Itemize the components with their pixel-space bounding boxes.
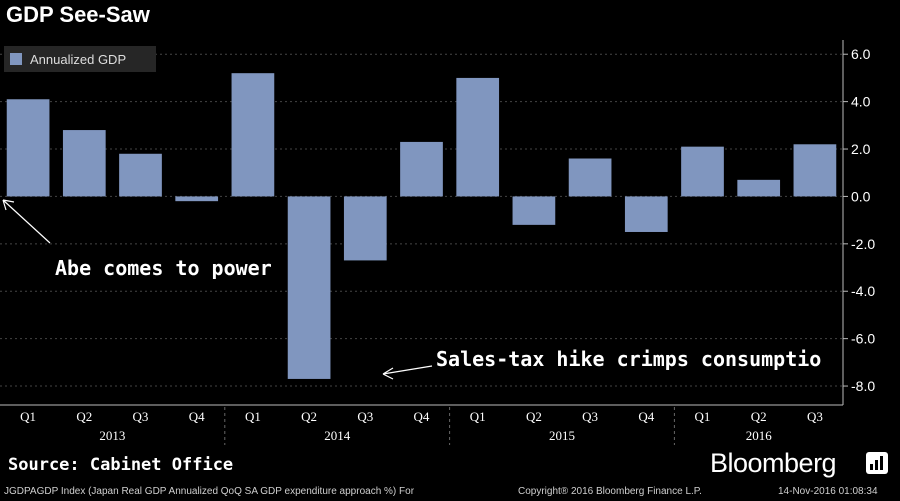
bar xyxy=(287,196,331,379)
x-axis: Q1 Q2 Q3 Q4 Q1 Q2 Q3 Q4 Q1 Q2 Q3 Q4 Q1 Q2 Q3 2013 2014 20… xyxy=(0,404,843,445)
footer-ticker: JGDPAGDP Index (Japan Real GDP Annualize… xyxy=(4,486,415,497)
bar xyxy=(175,196,219,202)
bar xyxy=(681,146,724,197)
source-note: Source: Cabinet Office xyxy=(8,455,234,475)
year-label: 2016 xyxy=(746,428,773,443)
chart-title: GDP See-Saw xyxy=(6,2,150,27)
bar xyxy=(400,141,443,197)
y-tick-label: 6.0 xyxy=(851,46,871,62)
tax-arrow xyxy=(382,365,433,380)
year-label: 2014 xyxy=(324,428,351,443)
chart-icon xyxy=(866,452,888,474)
y-tick-label: 0.0 xyxy=(851,188,871,204)
legend: Annualized GDP xyxy=(4,46,156,72)
y-tick-label: -8.0 xyxy=(851,378,875,394)
x-tick-label: Q1 xyxy=(470,409,486,424)
bar xyxy=(624,196,668,232)
legend-box xyxy=(4,46,156,72)
footer-timestamp: 14-Nov-2016 01:08:34 xyxy=(778,486,878,497)
y-axis: 6.0 4.0 2.0 0.0 -2.0 -4.0 -6.0 -8.0 xyxy=(842,40,875,405)
bar xyxy=(737,179,781,197)
bar xyxy=(231,73,275,197)
bar xyxy=(456,77,500,197)
y-tick-label: 4.0 xyxy=(851,94,871,110)
x-tick-label: Q4 xyxy=(414,409,430,424)
footer-copyright: Copyright® 2016 Bloomberg Finance L.P. xyxy=(518,486,702,497)
year-label: 2015 xyxy=(549,428,575,443)
x-tick-label: Q2 xyxy=(751,409,767,424)
legend-swatch xyxy=(10,53,22,65)
bar xyxy=(119,153,162,197)
x-tick-label: Q2 xyxy=(76,409,92,424)
tax-annotation: Sales-tax hike crimps consumptio xyxy=(436,347,821,371)
bar xyxy=(6,99,50,197)
grid-lines xyxy=(0,53,843,387)
x-tick-label: Q2 xyxy=(526,409,542,424)
x-tick-label: Q1 xyxy=(20,409,36,424)
bar xyxy=(343,196,387,261)
bar xyxy=(512,196,556,225)
x-tick-label: Q1 xyxy=(245,409,261,424)
y-tick-label: -2.0 xyxy=(851,236,875,252)
y-tick-label: 2.0 xyxy=(851,141,871,157)
bars xyxy=(6,73,837,379)
x-tick-label: Q3 xyxy=(357,409,373,424)
x-tick-label: Q4 xyxy=(189,409,205,424)
footer: JGDPAGDP Index (Japan Real GDP Annualize… xyxy=(0,484,900,501)
annotations: Abe comes to power Sales-tax hike crimps… xyxy=(2,199,821,380)
year-label: 2013 xyxy=(99,428,125,443)
x-tick-label: Q3 xyxy=(582,409,598,424)
x-tick-label: Q3 xyxy=(133,409,149,424)
y-tick-label: -6.0 xyxy=(851,331,875,347)
x-tick-label: Q1 xyxy=(695,409,711,424)
abe-annotation: Abe comes to power xyxy=(55,256,272,280)
bar xyxy=(793,144,837,197)
bar xyxy=(62,130,106,197)
bar xyxy=(568,158,612,197)
x-tick-label: Q3 xyxy=(807,409,823,424)
x-tick-label: Q2 xyxy=(301,409,317,424)
x-tick-label: Q4 xyxy=(638,409,654,424)
bloomberg-logo: Bloomberg xyxy=(710,448,837,478)
y-tick-label: -4.0 xyxy=(851,283,875,299)
abe-arrow xyxy=(2,199,51,244)
legend-label: Annualized GDP xyxy=(30,52,126,67)
